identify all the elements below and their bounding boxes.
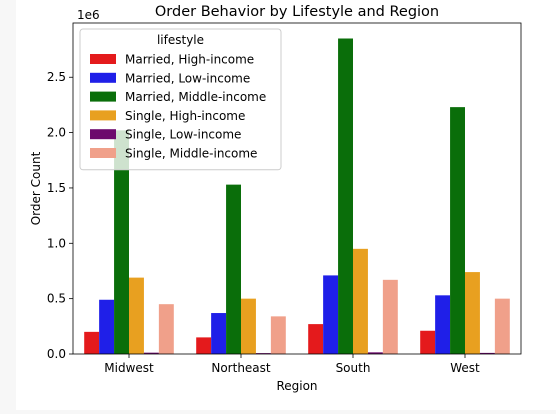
y-tick-label: 0.5 [47,292,66,306]
legend-label: Married, Middle-income [125,90,266,104]
y-tick-label: 1.5 [47,181,66,195]
bar [465,272,480,354]
x-axis-ticks: Midwest Northeast South West [104,354,480,375]
bar [99,299,115,354]
bar [420,330,436,354]
bar [323,275,339,354]
bar [129,277,144,354]
chart-title: Order Behavior by Lifestyle and Region [155,4,439,20]
bar [382,279,398,354]
bars-layer [84,38,510,354]
x-axis-label: Region [276,379,317,393]
y-tick-label: 2.5 [47,70,66,84]
bar [211,313,227,354]
legend-box [79,28,282,171]
legend-swatch [90,110,116,121]
bar [338,38,353,354]
bar [479,352,495,354]
legend-swatch [90,54,116,64]
x-tick-label: Midwest [104,361,154,375]
bar [226,184,241,354]
y-axis-ticks: 0.0 0.5 1.0 1.5 2.0 2.5 [47,70,73,361]
bar [196,337,212,354]
bar [450,107,465,354]
bar [308,324,324,354]
bar [158,304,174,354]
x-tick-label: South [336,361,371,375]
chart-figure: 0.0 0.5 1.0 1.5 2.0 2.5 Midwest Northeast South… [16,0,556,410]
y-tick-label: 0.0 [47,347,66,361]
bar [270,316,286,354]
bar [255,353,271,354]
legend-swatch [90,72,116,83]
bar [494,298,510,354]
y-tick-label: 2.0 [47,126,66,140]
y-tick-label: 1.0 [47,236,66,250]
bar [241,298,256,354]
legend-title: lifestyle [157,33,204,47]
legend-swatch [90,91,116,102]
bar [367,352,383,354]
legend: lifestyle Married, High-income Married, L… [79,28,282,171]
axes-frame [72,22,522,355]
bar [435,295,451,354]
legend-items: Married, High-income Married, Low-income M… [90,53,266,161]
legend-swatch [90,129,116,140]
legend-swatch [90,148,116,158]
y-axis-offset-label: 1e6 [77,8,100,22]
legend-label: Married, High-income [125,53,254,67]
bar [353,248,368,354]
bar [84,331,100,354]
x-tick-label: Northeast [211,361,271,375]
bar [143,352,159,354]
legend-label: Single, Middle-income [125,147,257,161]
legend-label: Single, High-income [125,109,245,123]
bar-chart: 0.0 0.5 1.0 1.5 2.0 2.5 Midwest Northeast South… [29,4,522,393]
legend-label: Single, Low-income [125,128,241,142]
y-axis-label: Order Count [29,151,43,225]
bar [114,130,129,354]
legend-label: Married, Low-income [125,71,250,85]
x-tick-label: West [450,361,480,375]
